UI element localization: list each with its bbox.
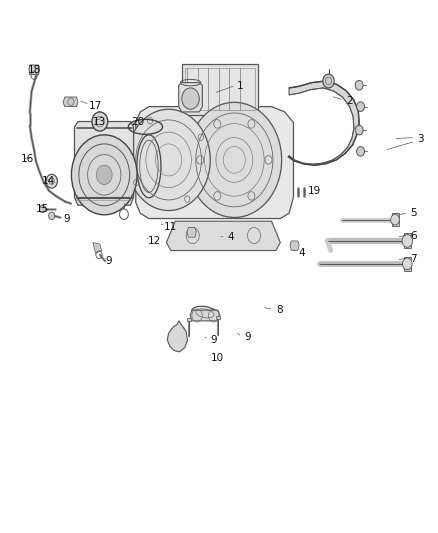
Polygon shape	[187, 228, 196, 237]
Polygon shape	[187, 318, 191, 321]
Polygon shape	[182, 64, 258, 115]
Polygon shape	[290, 241, 299, 251]
Ellipse shape	[137, 135, 161, 198]
Circle shape	[127, 109, 210, 211]
Text: 3: 3	[417, 134, 424, 143]
Text: 20: 20	[131, 117, 145, 126]
Circle shape	[323, 74, 334, 88]
Circle shape	[357, 102, 364, 111]
Circle shape	[357, 147, 364, 156]
Text: 9: 9	[63, 214, 70, 223]
Circle shape	[92, 112, 108, 131]
Polygon shape	[392, 213, 399, 226]
Circle shape	[182, 88, 199, 109]
Text: 16: 16	[21, 154, 34, 164]
Polygon shape	[29, 65, 39, 75]
Circle shape	[96, 165, 112, 184]
Text: 18: 18	[28, 66, 41, 75]
Polygon shape	[136, 107, 293, 219]
Text: 15: 15	[36, 204, 49, 214]
Polygon shape	[190, 310, 220, 321]
Circle shape	[49, 212, 55, 220]
Text: 9: 9	[105, 256, 112, 266]
Text: 8: 8	[276, 305, 283, 315]
Ellipse shape	[191, 306, 219, 321]
Circle shape	[355, 125, 363, 135]
Text: 17: 17	[89, 101, 102, 110]
Text: 7: 7	[410, 254, 417, 263]
Text: 9: 9	[244, 332, 251, 342]
Text: 1: 1	[237, 82, 244, 91]
Polygon shape	[74, 122, 134, 205]
Polygon shape	[179, 83, 202, 112]
Circle shape	[355, 80, 363, 90]
Polygon shape	[404, 257, 411, 271]
Text: 4: 4	[227, 232, 234, 242]
Text: 9: 9	[210, 335, 217, 345]
Text: 2: 2	[346, 96, 353, 106]
Circle shape	[71, 135, 137, 215]
Text: 11: 11	[163, 222, 177, 231]
Polygon shape	[216, 316, 220, 319]
Polygon shape	[93, 243, 102, 253]
Circle shape	[391, 214, 399, 225]
Circle shape	[403, 258, 412, 270]
Circle shape	[187, 102, 282, 217]
Text: 4: 4	[299, 248, 306, 258]
Polygon shape	[63, 97, 78, 107]
Polygon shape	[288, 81, 359, 165]
Text: 13: 13	[93, 117, 106, 126]
Polygon shape	[404, 233, 411, 248]
Text: 19: 19	[308, 186, 321, 196]
Text: 6: 6	[410, 231, 417, 240]
Circle shape	[46, 174, 57, 188]
Polygon shape	[167, 321, 187, 352]
Text: 5: 5	[410, 208, 417, 218]
Circle shape	[402, 235, 413, 247]
Text: 10: 10	[211, 353, 224, 363]
Polygon shape	[166, 221, 280, 251]
Text: 12: 12	[148, 236, 161, 246]
Text: 14: 14	[42, 176, 55, 186]
Circle shape	[39, 205, 46, 213]
